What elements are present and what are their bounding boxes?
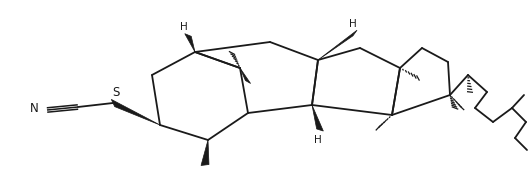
Text: H: H: [180, 22, 188, 32]
Polygon shape: [240, 68, 251, 84]
Polygon shape: [201, 140, 209, 166]
Polygon shape: [112, 99, 160, 125]
Polygon shape: [312, 105, 323, 131]
Text: H: H: [314, 135, 322, 145]
Text: H: H: [349, 19, 357, 29]
Text: S: S: [113, 87, 119, 99]
Text: N: N: [30, 101, 39, 115]
Polygon shape: [318, 30, 357, 60]
Polygon shape: [185, 34, 195, 52]
